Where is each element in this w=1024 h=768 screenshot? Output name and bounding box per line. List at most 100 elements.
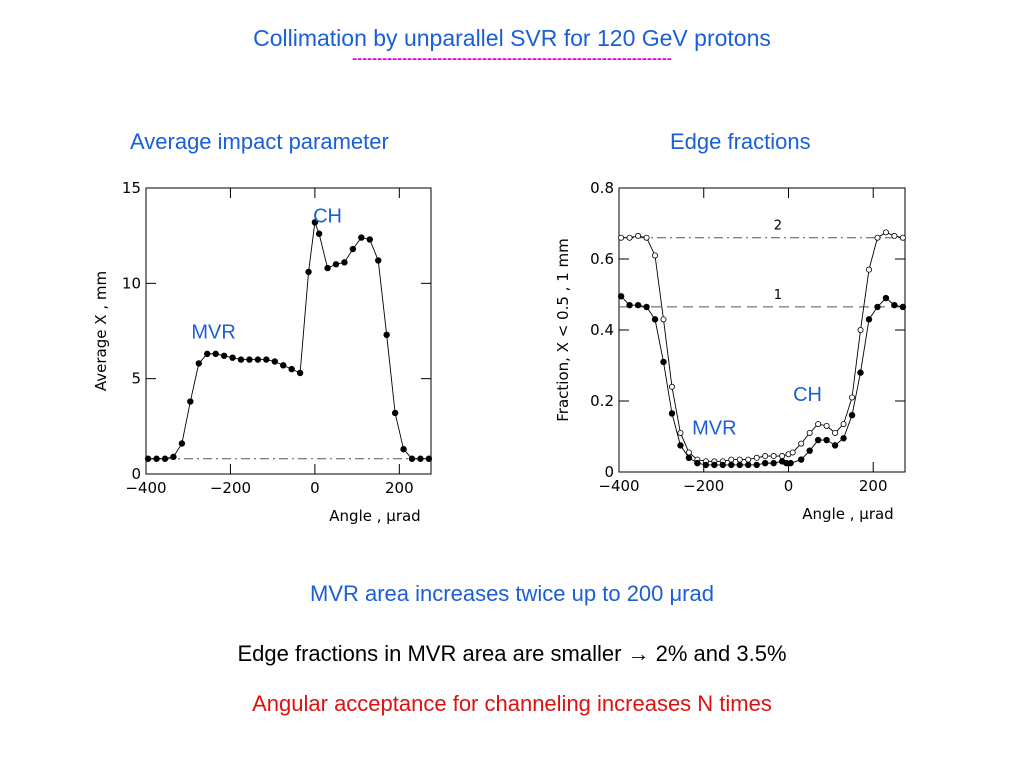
chart2-series-1-point [832, 429, 839, 436]
chart2-series-2-point [899, 303, 907, 311]
chart2-reference-line-label: 1 [774, 288, 782, 303]
chart1-series-1-point [358, 234, 365, 241]
chart2-series-1-line [621, 231, 903, 462]
chart2-series-1-point [899, 234, 906, 241]
chart2-series-2-point [814, 436, 822, 444]
chart2-series-1-point [874, 234, 881, 241]
chart1-series-1-point [324, 264, 331, 272]
chart2-series-2-point [761, 459, 769, 467]
chart1-series-1-point [366, 236, 373, 243]
chart1-series-1-point [246, 356, 253, 363]
chart2-series-2-point [745, 461, 752, 469]
chart2-y-tick-label: 0.4 [590, 321, 614, 339]
chart2-series-1-point [736, 456, 743, 463]
chart2-series-2-point [857, 369, 864, 376]
slide-title: Collimation by unparallel SVR for 120 Ge… [253, 25, 771, 51]
chart2-series-2-point [668, 410, 676, 417]
chart2-series-1-point [779, 453, 786, 460]
chart1-series-1-point [375, 257, 382, 264]
chart1-y-tick-label: 0 [131, 465, 141, 483]
chart2-series-1-point [840, 421, 847, 428]
left-panel-title: Average impact parameter [130, 129, 389, 154]
chart2-series-2-point [719, 461, 727, 469]
chart1-x-tick-label: −400 [125, 479, 166, 497]
chart1-series-1-line [148, 222, 429, 460]
chart2-series-2-point [840, 435, 847, 442]
chart2-series-2-point [753, 461, 760, 469]
chart2-series-2-point [626, 301, 633, 309]
chart2-annotation-mvr: MVR [692, 418, 736, 440]
chart1-series-1-point [153, 455, 160, 462]
chart2-series-1-point [660, 316, 667, 323]
chart1-y-tick-label: 5 [131, 370, 141, 388]
chart2-y-tick-label: 0.2 [590, 392, 614, 410]
chart2-series-2-point [651, 316, 659, 323]
chart1-series-1-point [161, 455, 169, 462]
chart2-series-1-point [823, 422, 830, 429]
chart1-series-1-point [144, 455, 152, 462]
chart1-series-1-point [391, 409, 399, 417]
chart1-x-tick-label: 200 [385, 479, 414, 497]
chart1-annotation-ch: CH [313, 205, 342, 227]
chart1-series-1-point [296, 369, 304, 377]
chart1-series-1-point [305, 268, 312, 276]
chart1-y-tick-label: 10 [122, 274, 141, 292]
chart2-y-tick-label: 0 [604, 463, 614, 481]
chart1-series-1-point [417, 455, 424, 462]
chart2-series-2-point [634, 301, 642, 309]
chart2-series-2-point [787, 459, 794, 467]
chart2-x-tick-label: 0 [784, 477, 794, 495]
chart2-series-2-point [831, 442, 839, 449]
chart1-series-1-point [187, 398, 194, 405]
chart1-series-1-point [178, 440, 186, 447]
chart2-x-axis-label: Angle , μrad [802, 505, 893, 523]
chart2-series-1-point [677, 429, 684, 436]
chart2-series-1-point [789, 449, 796, 456]
chart2-series-1-point [798, 440, 805, 447]
chart1-series-1-point [311, 219, 319, 226]
chart1-series-1-point [288, 365, 295, 373]
chart1-frame [145, 187, 432, 475]
chart2-series-2-point [643, 303, 650, 311]
chart2-series-2-point [736, 461, 743, 469]
chart2-reference-line-label: 2 [774, 219, 782, 234]
chart2-series-1-point [753, 454, 760, 461]
chart1-series-1-point [408, 455, 416, 462]
chart2-series-1-point [849, 394, 856, 401]
chart2-y-axis-label: Fraction, X < 0.5 , 1 mm [554, 238, 572, 422]
chart2-series-1-point [762, 453, 769, 460]
chart2-annotation-ch: CH [793, 384, 822, 406]
chart1-series-1-point [271, 358, 278, 365]
chart2-series-2-point [677, 442, 684, 449]
chart1-annotation-mvr: MVR [191, 322, 235, 344]
chart1-y-tick-label: 15 [122, 179, 141, 197]
chart1-series-1-point [204, 350, 211, 358]
chart2-series-2-point [702, 461, 710, 469]
chart2-series-2-point [770, 459, 777, 467]
chart2-series-2-point [660, 358, 667, 366]
chart1-y-axis-label: Average X , mm [92, 271, 110, 391]
chart2-series-2-point [865, 316, 873, 323]
note-angular-acceptance: Angular acceptance for channeling increa… [252, 691, 772, 716]
chart1-series-1-point [195, 360, 202, 367]
chart2-series-2-point [797, 456, 805, 463]
chart2-y-tick-label: 0.6 [590, 250, 614, 268]
chart1-series-1-point [237, 356, 245, 363]
chart2-series-1-point [815, 421, 822, 428]
chart2-series-1-point [643, 234, 650, 241]
note-mvr-area: MVR area increases twice up to 200 μrad [310, 581, 714, 606]
chart2-series-1-point [668, 383, 675, 390]
chart2-series-1-point [728, 456, 735, 463]
chart1-series-1-point [229, 354, 236, 361]
chart2-series-2-point [882, 294, 890, 302]
chart2-series-1-point [891, 232, 898, 239]
chart1-series-1-point [254, 356, 262, 363]
title-underline: ----------------------------------------… [352, 50, 672, 67]
chart2-series-2-point [728, 461, 735, 469]
chart2-series-1-point [882, 229, 889, 236]
chart2-series-1-point [857, 326, 864, 333]
chart1-x-axis-label: Angle , μrad [329, 507, 420, 525]
chart2-series-1-point [806, 429, 813, 436]
chart2-series-1-point [865, 266, 872, 273]
